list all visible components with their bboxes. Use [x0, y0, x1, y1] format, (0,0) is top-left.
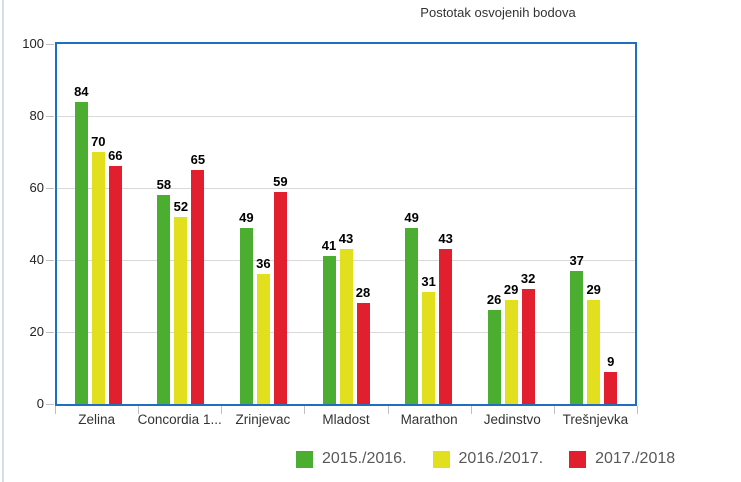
legend-series-label: 2016./2017.: [458, 450, 544, 467]
bar-value-label: 37: [569, 252, 584, 268]
legend-swatch-icon: [569, 450, 587, 468]
legend-series-label: 2017./2018: [595, 450, 676, 467]
bar-value-label: 29: [586, 281, 601, 297]
bar: [191, 170, 205, 404]
y-axis-tick: [46, 404, 54, 405]
x-axis-category-label: Mladost: [322, 412, 370, 427]
bar-value-label: 84: [74, 83, 89, 99]
legend-series-label: 2015./2016.: [322, 450, 407, 467]
y-axis-tick: [46, 44, 54, 45]
bar-value-label: 70: [91, 134, 106, 149]
plot-area: 84 70 66 58 52 65 49 36 59 41 43 28 49 31 43 26 29 32 37 29…: [55, 42, 637, 406]
y-axis-tick: [46, 188, 54, 189]
bar-value-label: 32: [520, 270, 536, 286]
bar-value-label: 9: [607, 353, 615, 369]
x-axis-category-label: Jedinstvo: [483, 412, 541, 427]
bar-value-label: 36: [256, 256, 271, 272]
y-axis-tick: [46, 332, 54, 333]
bar: [570, 270, 584, 404]
bar: [322, 256, 336, 404]
x-axis-tick: [637, 406, 638, 414]
bar-value-label: 59: [273, 173, 288, 189]
chart-title: Postotak osvojenih bodova: [420, 5, 576, 20]
bar-value-label: 49: [404, 209, 419, 225]
x-axis-tick: [553, 406, 555, 414]
bar: [587, 299, 601, 404]
bar: [521, 288, 535, 404]
y-axis-tick-label: 80: [29, 108, 44, 123]
x-axis-tick: [55, 406, 56, 414]
x-axis-category-label: Zelina: [78, 412, 115, 427]
bar: [91, 152, 105, 404]
bar: [74, 101, 88, 404]
chart-legend: 2015./2016. 2016./2017. 2017./2018: [296, 450, 675, 468]
bar-value-label: 49: [239, 209, 254, 225]
y-axis-tick-label: 100: [22, 36, 44, 51]
x-axis-tick: [221, 406, 223, 414]
bar: [356, 303, 370, 404]
bar-value-label: 43: [438, 231, 453, 247]
bar: [239, 227, 253, 404]
y-axis-tick: [46, 116, 54, 117]
legend-swatch-icon: [432, 450, 450, 468]
bar: [604, 371, 618, 404]
bar: [174, 216, 188, 404]
x-axis-category-label: Zrinjevac: [235, 412, 291, 427]
bar-value-label: 52: [173, 198, 189, 214]
bar: [487, 310, 501, 404]
bar: [422, 292, 436, 404]
bar: [256, 274, 270, 404]
bar: [339, 249, 353, 404]
bar-value-label: 58: [156, 177, 172, 193]
bar-value-label: 41: [321, 238, 337, 254]
bar: [405, 227, 419, 404]
y-axis-tick-label: 60: [29, 180, 44, 195]
legend-item: 2016./2017.: [432, 450, 544, 468]
legend-item: 2017./2018: [569, 450, 675, 468]
bar: [273, 191, 287, 404]
y-axis-tick-label: 0: [36, 396, 44, 411]
x-axis-category-label: Concordia 1...: [137, 412, 222, 427]
x-axis-category-label: Marathon: [400, 412, 458, 427]
page-left-border: [2, 0, 4, 482]
legend-swatch-icon: [296, 450, 313, 468]
gridline: [57, 188, 635, 189]
bar: [504, 299, 518, 404]
x-axis-tick: [304, 406, 306, 414]
y-axis-tick-label: 40: [29, 252, 44, 267]
y-axis-tick: [46, 260, 54, 261]
bar: [108, 166, 122, 404]
bar-value-label: 28: [355, 285, 371, 301]
bar-value-label: 65: [190, 152, 206, 167]
x-axis-tick: [138, 406, 140, 414]
bar-value-label: 26: [486, 292, 502, 308]
bar-value-label: 43: [338, 231, 354, 247]
bar-value-label: 31: [421, 274, 436, 290]
bar-value-label: 66: [108, 148, 123, 164]
x-axis-tick: [387, 406, 389, 414]
bar: [157, 195, 171, 404]
y-axis-tick-label: 20: [29, 324, 44, 339]
x-axis-tick: [470, 406, 472, 414]
bar: [439, 249, 453, 404]
gridline: [57, 116, 635, 117]
bar-value-label: 29: [503, 281, 519, 297]
legend-item: 2015./2016.: [296, 450, 407, 468]
x-axis-category-label: Trešnjevka: [562, 412, 629, 427]
